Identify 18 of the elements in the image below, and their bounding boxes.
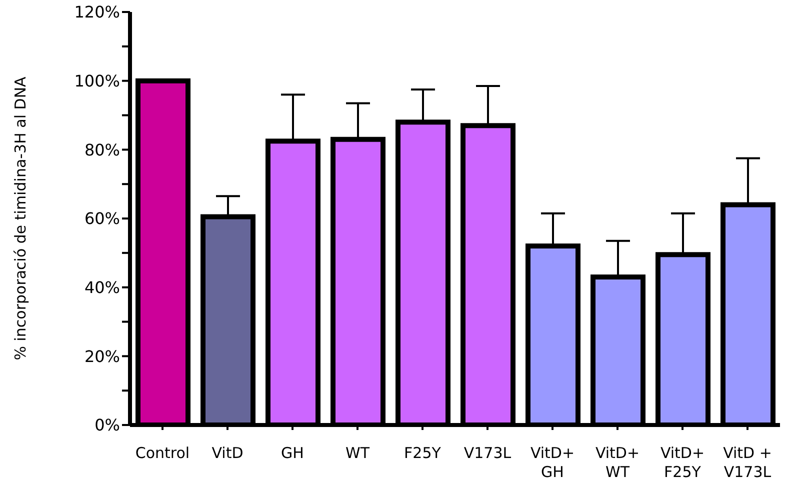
- x-tick-label: VitD + V173L: [723, 444, 772, 481]
- y-tick-label: 80%: [84, 140, 120, 160]
- x-tick-label: V173L: [464, 444, 512, 462]
- x-tick-label: VitD+ WT: [595, 444, 640, 481]
- x-tick-label: GH: [281, 444, 304, 462]
- y-axis-title: % incorporació de timidina-3H al DNA: [11, 76, 30, 360]
- y-tick-label: 0%: [94, 416, 120, 435]
- x-tick-label: VitD: [212, 444, 244, 462]
- y-tick-label: 120%: [74, 2, 120, 22]
- y-tick-label: 20%: [84, 346, 120, 366]
- x-tick-label: WT: [346, 444, 370, 462]
- y-tick-label: 40%: [84, 278, 120, 298]
- x-tick-label: Control: [135, 444, 190, 462]
- y-tick-label: 100%: [74, 72, 120, 91]
- x-tick-label: F25Y: [404, 444, 442, 462]
- x-tick-label: VitD+ F25Y: [660, 444, 705, 481]
- y-tick-label: 60%: [84, 209, 120, 228]
- x-tick-label: VitD+ GH: [530, 444, 575, 481]
